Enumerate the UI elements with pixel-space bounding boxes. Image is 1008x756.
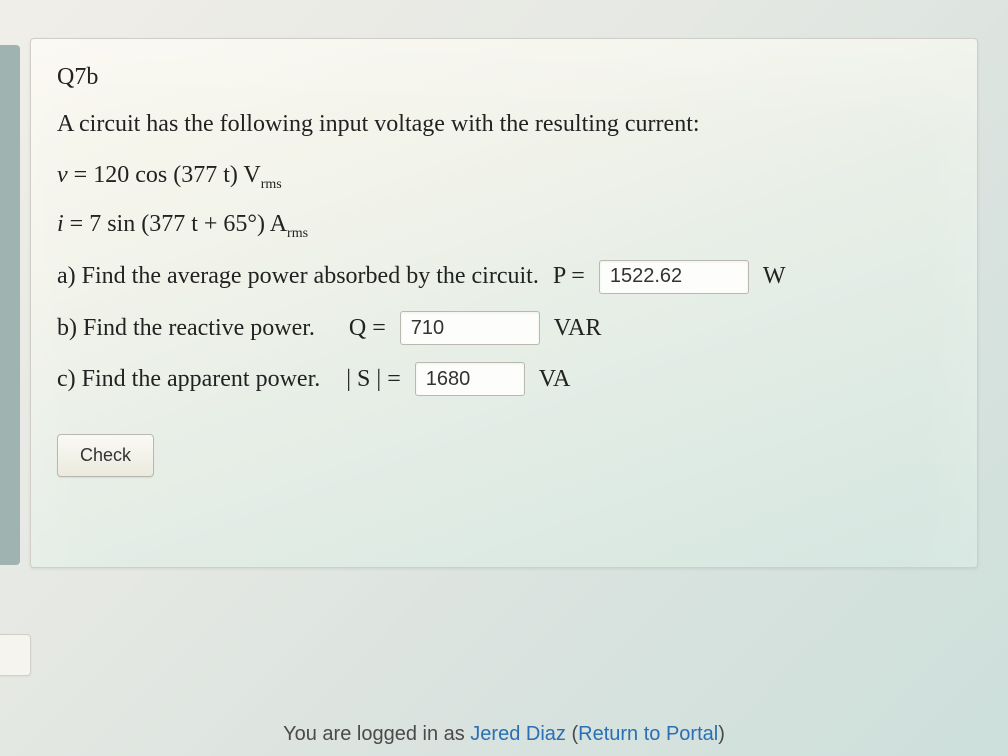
part-a-input[interactable]	[599, 260, 749, 294]
eq-i-sub: rms	[287, 226, 308, 241]
part-c-unit: VA	[539, 361, 571, 398]
footer-prefix: You are logged in as	[283, 723, 470, 745]
part-b-input[interactable]	[400, 311, 540, 345]
part-b-symbol: Q =	[349, 310, 386, 347]
page-root: Q7b A circuit has the following input vo…	[0, 0, 1008, 756]
eq-i-lhs: i	[57, 211, 64, 237]
collapsed-panel-stub[interactable]	[0, 634, 31, 676]
part-a-symbol: P =	[553, 258, 585, 295]
current-equation: i = 7 sin (377 t + 65°) Arms	[57, 206, 951, 244]
return-to-portal-link[interactable]: Return to Portal	[578, 723, 718, 745]
part-a-text: a) Find the average power absorbed by th…	[57, 258, 539, 295]
part-c-symbol: | S | =	[346, 361, 401, 398]
voltage-equation: v = 120 cos (377 t) Vrms	[57, 157, 951, 195]
eq-v-sub: rms	[261, 177, 282, 192]
left-nav-tab[interactable]	[0, 45, 20, 565]
part-a-unit: W	[763, 258, 786, 295]
eq-v-rhs: 120 cos (377 t) V	[93, 162, 261, 188]
part-b-row: b) Find the reactive power. Q = VAR	[57, 310, 951, 347]
login-footer: You are logged in as Jered Diaz (Return …	[0, 723, 1008, 756]
question-card: Q7b A circuit has the following input vo…	[30, 38, 978, 568]
part-b-unit: VAR	[554, 310, 602, 347]
part-b-text: b) Find the reactive power.	[57, 310, 315, 347]
question-prompt: A circuit has the following input voltag…	[57, 106, 951, 143]
part-c-row: c) Find the apparent power. | S | = VA	[57, 361, 951, 398]
question-number: Q7b	[57, 59, 951, 96]
part-c-input[interactable]	[415, 362, 525, 396]
part-a-row: a) Find the average power absorbed by th…	[57, 258, 951, 295]
eq-v-lhs: v	[57, 162, 68, 188]
check-button[interactable]: Check	[57, 434, 154, 477]
eq-i-rhs: 7 sin (377 t + 65°) A	[89, 211, 287, 237]
footer-username: Jered Diaz	[470, 723, 566, 745]
part-c-text: c) Find the apparent power.	[57, 361, 320, 398]
